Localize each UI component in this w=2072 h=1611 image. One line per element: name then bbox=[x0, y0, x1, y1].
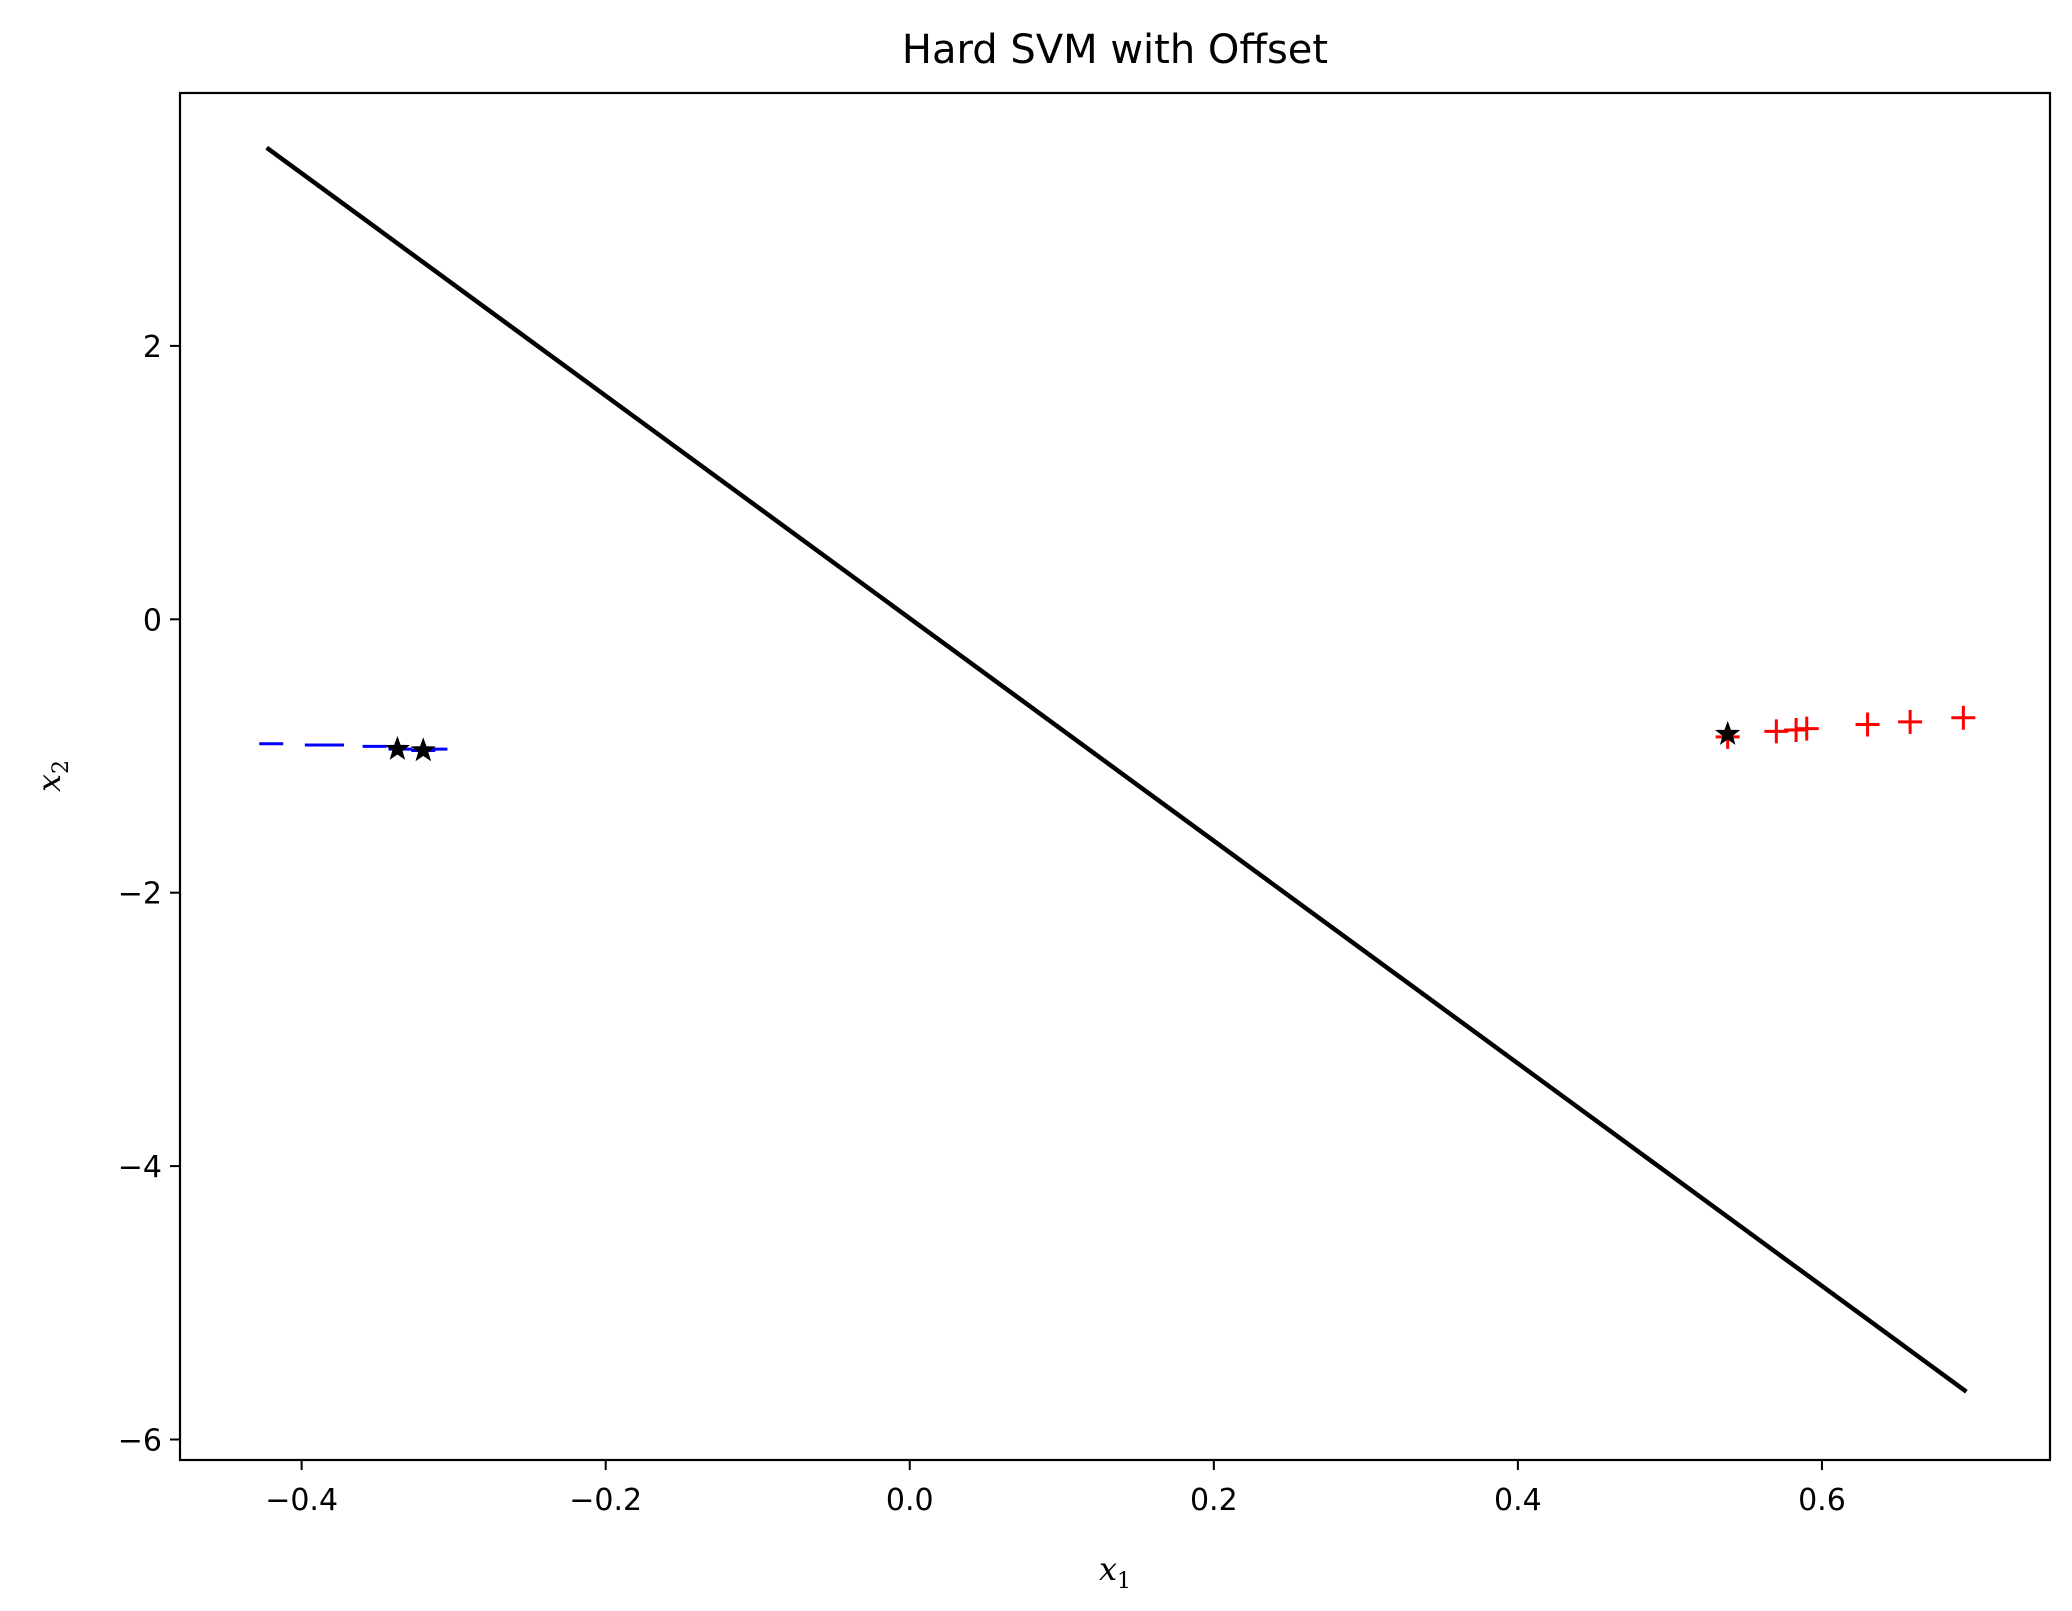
positive-class-point bbox=[1794, 716, 1819, 741]
x-axis: −0.4 −0.2 0.0 0.2 0.4 0.6 bbox=[265, 1460, 1846, 1518]
x-tick-label: 0.0 bbox=[886, 1483, 934, 1518]
positive-class-point bbox=[1951, 705, 1976, 730]
decision-boundary-line bbox=[265, 145, 1968, 1394]
support-vector-point bbox=[1715, 720, 1741, 745]
y-axis-label: x2 bbox=[30, 760, 74, 792]
y-tick-label: 2 bbox=[143, 330, 162, 365]
y-tick-label: −4 bbox=[118, 1150, 162, 1185]
y-axis-label-base: x bbox=[30, 774, 68, 792]
support-vector-point bbox=[410, 737, 436, 762]
x-axis-label-subscript: 1 bbox=[1117, 1569, 1131, 1594]
x-tick-label: 0.2 bbox=[1190, 1483, 1238, 1518]
y-axis: 2 0 −2 −4 −6 bbox=[118, 330, 180, 1458]
y-tick-label: −6 bbox=[118, 1423, 162, 1458]
axes-frame bbox=[178, 91, 2052, 1462]
positive-class-point bbox=[1855, 712, 1880, 737]
y-tick-label: 0 bbox=[143, 603, 162, 638]
x-tick-label: 0.6 bbox=[1798, 1483, 1846, 1518]
support-vector-point bbox=[384, 735, 410, 760]
positive-class-point bbox=[1898, 709, 1923, 734]
x-tick-label: −0.4 bbox=[265, 1483, 338, 1518]
y-tick-label: −2 bbox=[118, 877, 162, 912]
x-tick-label: 0.4 bbox=[1494, 1483, 1542, 1518]
chart-title: Hard SVM with Offset bbox=[902, 27, 1328, 73]
plot-area bbox=[259, 145, 1976, 1394]
x-axis-label-base: x bbox=[1099, 1550, 1117, 1588]
x-axis-label: x1 bbox=[1099, 1550, 1131, 1594]
x-tick-label: −0.2 bbox=[569, 1483, 642, 1518]
y-axis-label-subscript: 2 bbox=[49, 760, 74, 774]
